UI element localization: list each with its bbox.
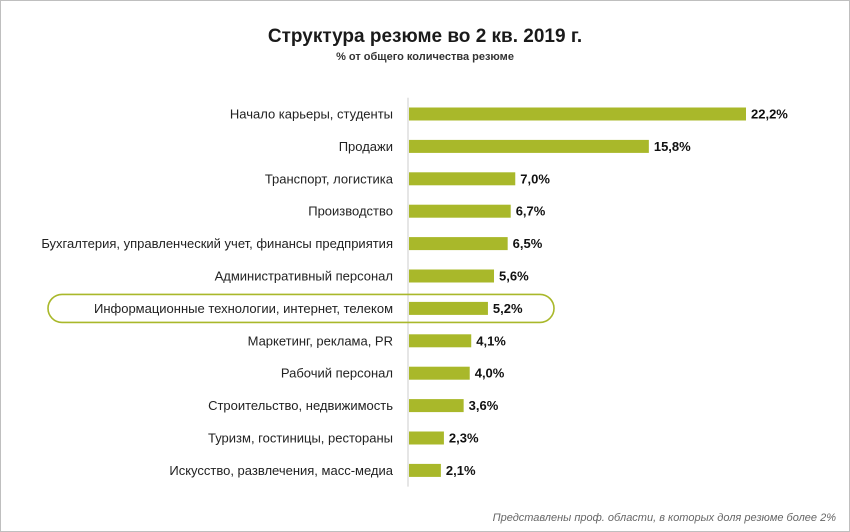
category-label: Рабочий персонал [281,366,393,381]
bar [409,139,649,153]
value-label: 7,0% [520,171,550,186]
value-label: 15,8% [654,139,691,154]
category-label: Искусство, развлечения, масс-медиа [169,463,393,478]
chart-subtitle: % от общего количества резюме [336,51,514,63]
category-label: Административный персонал [215,269,393,284]
category-label: Производство [308,204,393,219]
value-label: 4,0% [475,366,505,381]
value-label: 3,6% [469,398,499,413]
value-label: 22,2% [751,107,788,122]
value-label: 2,1% [446,463,476,478]
value-label: 4,1% [476,333,506,348]
bar [409,269,495,283]
bar [409,301,488,315]
highlight-outline [47,293,555,324]
bar [409,399,464,413]
category-label: Бухгалтерия, управленческий учет, финанс… [41,236,393,251]
category-label: Туризм, гостиницы, рестораны [208,431,393,446]
bar [409,204,511,218]
value-label: 6,5% [513,236,543,251]
value-label: 6,7% [516,204,546,219]
value-label: 5,6% [499,269,529,284]
category-label: Маркетинг, реклама, PR [248,333,393,348]
category-label: Продажи [339,139,393,154]
category-label: Строительство, недвижимость [208,398,393,413]
bar [409,366,470,380]
bar [409,431,444,445]
category-label: Начало карьеры, студенты [230,107,393,122]
category-label: Транспорт, логистика [265,171,394,186]
bar [409,107,746,121]
bar [409,172,516,186]
bar [409,334,472,348]
bar [409,237,508,251]
value-label: 5,2% [493,301,523,316]
chart-title: Структура резюме во 2 кв. 2019 г. [267,26,583,47]
category-label: Информационные технологии, интернет, тел… [94,301,393,316]
value-label: 2,3% [449,431,479,446]
bar [409,463,441,477]
chart-footnote: Представлены проф. области, в которых до… [492,512,836,524]
